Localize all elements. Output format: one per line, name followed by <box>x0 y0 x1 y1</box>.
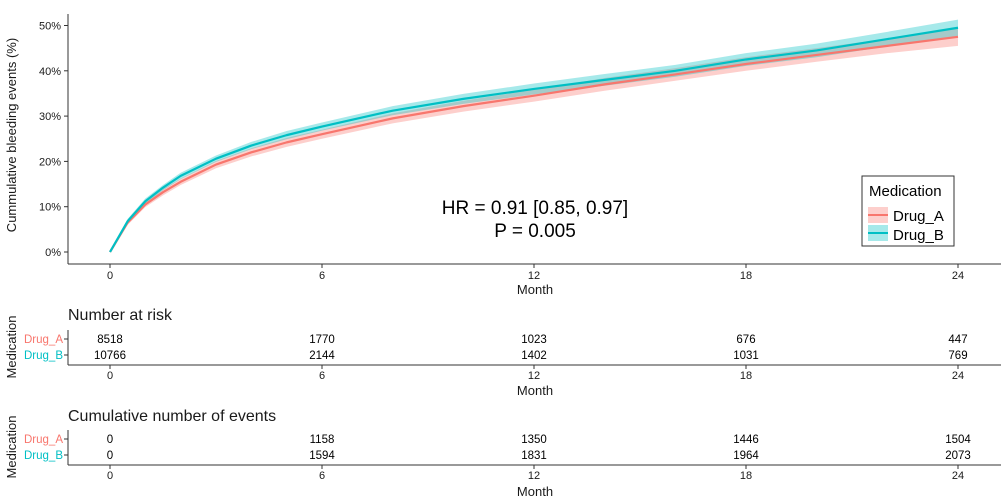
cumulative-incidence-plot: 0% 10% 20% 30% 40% 50% 0 6 12 18 24 Cummulative b… <box>4 14 1001 297</box>
series-lines <box>109 26 959 253</box>
x-ticks: 0 6 12 18 24 <box>107 264 964 282</box>
events-table-x-label: Month <box>517 484 553 499</box>
y-tick-label: 10% <box>39 202 61 214</box>
table-cell-drug-a: 0 <box>107 434 113 446</box>
legend-label-drug-b: Drug_B <box>893 227 944 244</box>
table-cell-drug-a: 1504 <box>945 434 971 446</box>
risk-table-title: Number at risk <box>68 307 173 324</box>
risk-table-rows: Drug_A 8518 1770 1023 676 447 Drug_B 10766 2144 1… <box>24 334 968 362</box>
y-axis-label: Cummulative bleeding events (%) <box>4 38 19 232</box>
y-tick-label: 30% <box>39 111 61 123</box>
number-at-risk-table: Number at risk Medication Drug_A 8518 1770… <box>4 307 1001 398</box>
x-tick-label: 0 <box>107 270 113 282</box>
table-cell-drug-a: 1770 <box>309 334 335 346</box>
y-tick-label: 0% <box>45 247 61 259</box>
table-cell-drug-b: 1594 <box>309 450 335 462</box>
table-cell-drug-b: 2073 <box>945 450 971 462</box>
confidence-band-drug-a <box>110 27 958 252</box>
table-cell-drug-b: 1402 <box>521 350 547 362</box>
legend-item-drug-a: Drug_A <box>868 207 944 225</box>
row-label-drug-a: Drug_A <box>24 434 63 446</box>
legend-label-drug-a: Drug_A <box>893 208 944 225</box>
x-tick-label: 12 <box>528 370 540 382</box>
x-tick-label: 0 <box>107 470 113 482</box>
table-cell-drug-a: 1023 <box>521 334 547 346</box>
x-tick-label: 6 <box>319 470 325 482</box>
x-tick-label: 24 <box>952 270 964 282</box>
row-label-drug-b: Drug_B <box>24 450 63 462</box>
x-axis-label: Month <box>517 282 553 297</box>
table-cell-drug-b: 1831 <box>521 450 547 462</box>
x-tick-label: 6 <box>319 370 325 382</box>
table-cell-drug-b: 1964 <box>733 450 759 462</box>
legend-title: Medication <box>869 183 942 200</box>
p-value-annotation: P = 0.005 <box>494 221 576 242</box>
table-cell-drug-b: 769 <box>948 350 967 362</box>
table-cell-drug-a: 8518 <box>97 334 123 346</box>
legend-item-drug-b: Drug_B <box>868 225 944 244</box>
series-line-drug-a <box>109 35 959 253</box>
x-tick-label: 18 <box>740 470 752 482</box>
x-tick-label: 0 <box>107 370 113 382</box>
risk-table-x-label: Month <box>517 383 553 398</box>
x-tick-label: 24 <box>952 370 964 382</box>
x-tick-label: 24 <box>952 470 964 482</box>
table-cell-drug-b: 10766 <box>94 350 126 362</box>
risk-table-x-ticks: 0 6 12 18 24 <box>107 365 964 382</box>
x-tick-label: 12 <box>528 470 540 482</box>
events-table-rows: Drug_A 0 1158 1350 1446 1504 Drug_B 0 1594 1831 19… <box>24 434 971 462</box>
confidence-band-drug-b <box>110 19 958 253</box>
table-cell-drug-b: 0 <box>107 450 113 462</box>
series-line-drug-b <box>109 26 959 253</box>
table-cell-drug-b: 1031 <box>733 350 759 362</box>
risk-table-y-label: Medication <box>4 316 19 379</box>
x-tick-label: 18 <box>740 370 752 382</box>
hazard-ratio-annotation: HR = 0.91 [0.85, 0.97] <box>442 198 628 219</box>
table-cell-drug-a: 1158 <box>310 434 335 446</box>
legend-box <box>861 175 955 247</box>
table-cell-drug-b: 2144 <box>309 350 335 362</box>
x-tick-label: 6 <box>319 270 325 282</box>
y-tick-label: 20% <box>39 156 61 168</box>
y-tick-label: 40% <box>39 66 61 78</box>
table-cell-drug-a: 447 <box>948 334 967 346</box>
events-table-title: Cumulative number of events <box>68 408 276 425</box>
row-label-drug-b: Drug_B <box>24 350 63 362</box>
y-ticks: 0% 10% 20% 30% 40% 50% <box>39 21 68 259</box>
x-tick-label: 12 <box>528 270 540 282</box>
events-table-x-ticks: 0 6 12 18 24 <box>107 465 964 482</box>
cumulative-events-table: Cumulative number of events Medication D… <box>4 408 1001 499</box>
confidence-bands <box>110 19 958 253</box>
legend: Medication Drug_A Drug_B <box>861 175 955 247</box>
table-cell-drug-a: 676 <box>736 334 755 346</box>
table-cell-drug-a: 1350 <box>521 434 547 446</box>
events-table-y-label: Medication <box>4 416 19 479</box>
x-tick-label: 18 <box>740 270 752 282</box>
table-cell-drug-a: 1446 <box>733 434 759 446</box>
y-tick-label: 50% <box>39 21 61 33</box>
row-label-drug-a: Drug_A <box>24 334 63 346</box>
